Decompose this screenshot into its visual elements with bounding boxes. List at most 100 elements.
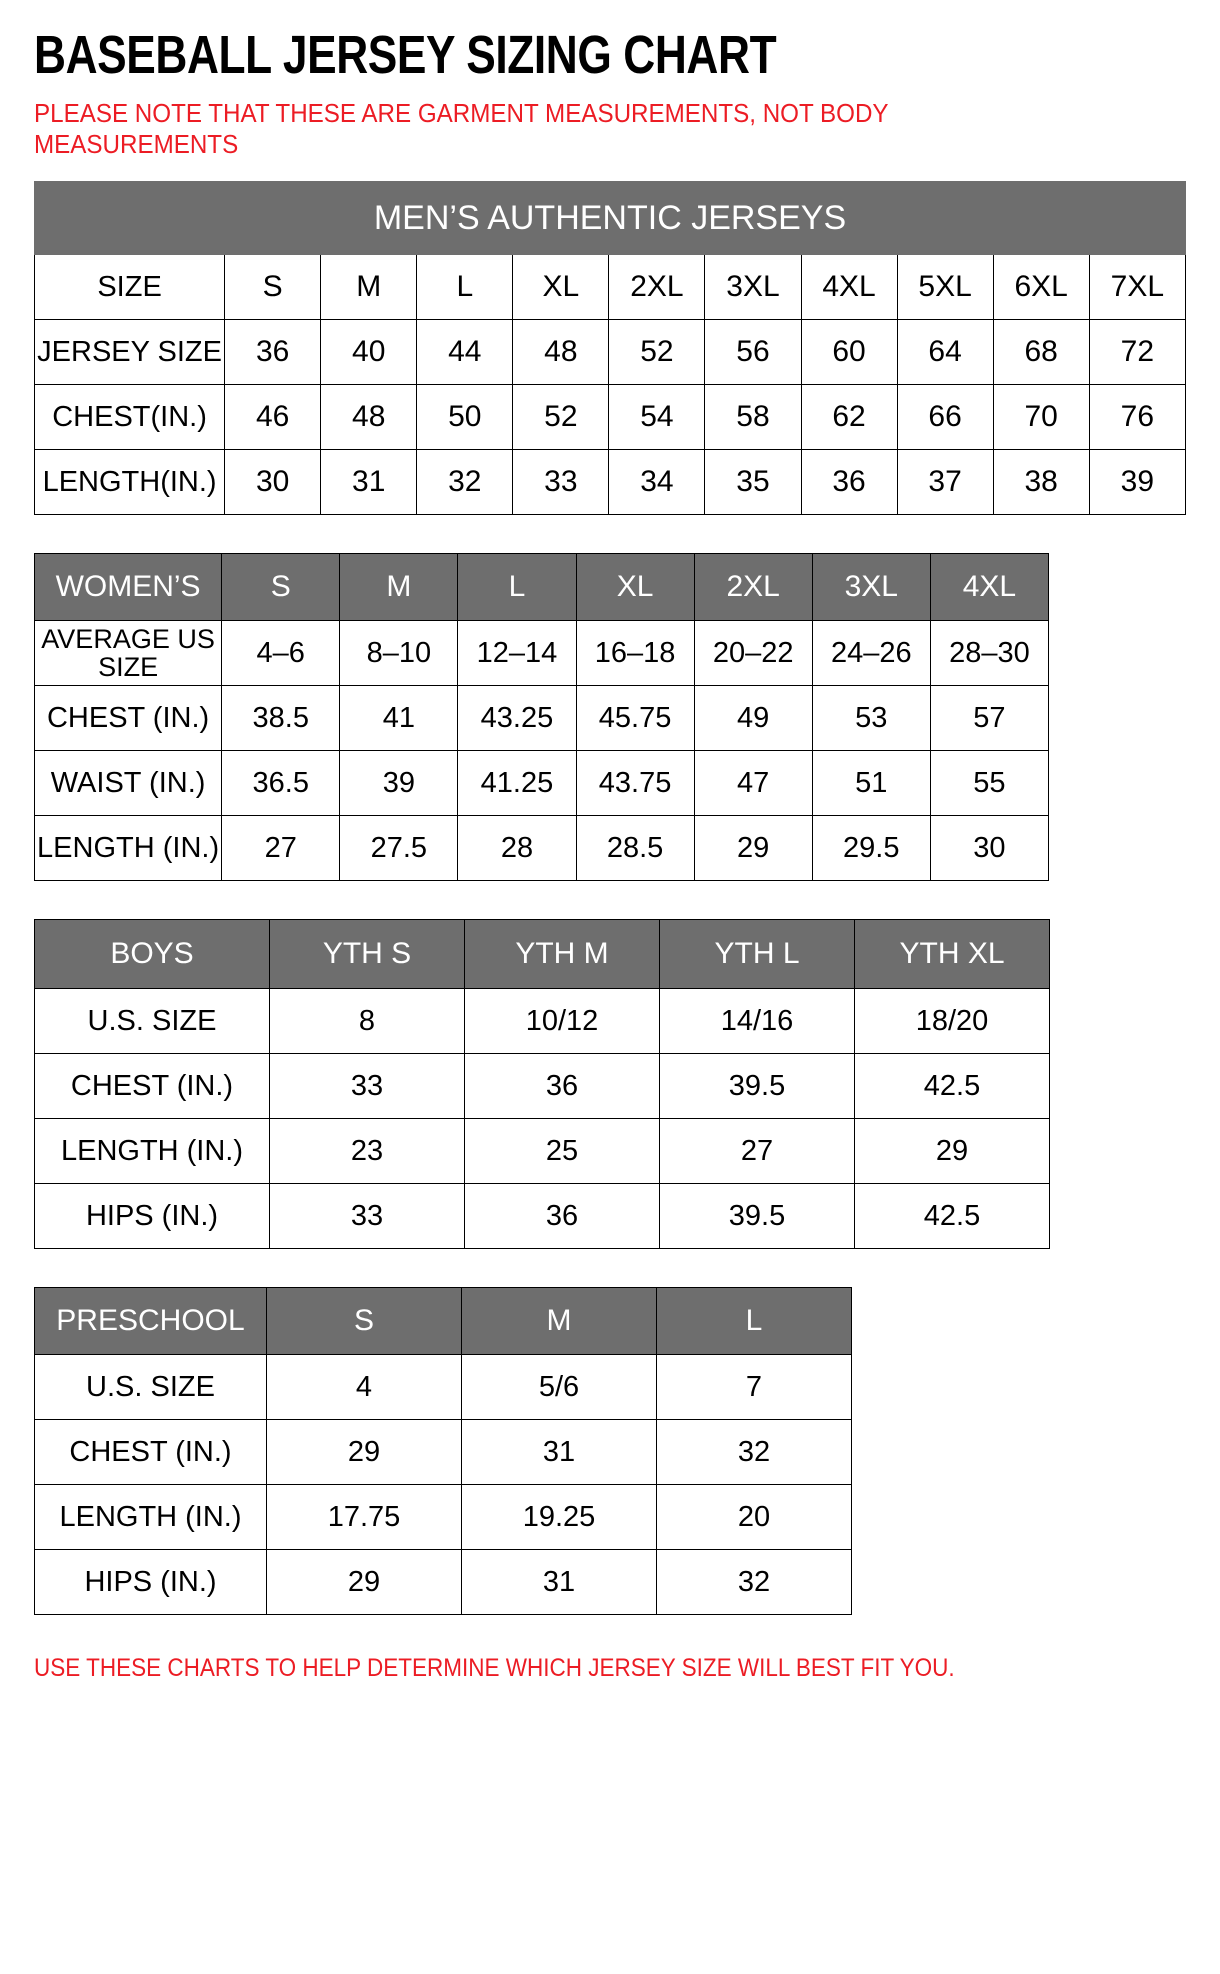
column-header: M — [461, 1287, 657, 1356]
table-cell: 48 — [320, 384, 418, 451]
row-label: CHEST (IN.) — [33, 685, 223, 752]
table-row: WAIST (IN.) 36.5 39 41.25 43.75 47 51 55 — [33, 750, 1050, 817]
row-label: CHEST (IN.) — [34, 1053, 270, 1120]
table-cell: 37 — [896, 449, 994, 516]
table-cell: 19.25 — [461, 1484, 657, 1551]
table-row: AVERAGE US SIZE 4–6 8–10 12–14 16–18 20–… — [33, 620, 1050, 687]
column-header: YTH XL — [854, 919, 1050, 990]
table-cell: 34 — [608, 449, 706, 516]
table-cell: 36 — [800, 449, 898, 516]
mens-banner-label: MEN’S AUTHENTIC JERSEYS — [34, 181, 1186, 256]
table-cell: 46 — [224, 384, 322, 451]
table-cell: 30 — [224, 449, 322, 516]
table-cell: 38.5 — [221, 685, 341, 752]
table-cell: 55 — [929, 750, 1050, 817]
table-cell: 32 — [656, 1419, 852, 1486]
table-cell: 20–22 — [693, 620, 813, 687]
table-row: HIPS (IN.) 29 31 32 — [34, 1549, 852, 1616]
table-cell: 44 — [416, 319, 514, 386]
table-cell: 33 — [269, 1053, 465, 1120]
table-cell: 8–10 — [339, 620, 459, 687]
table-cell: 27.5 — [339, 815, 459, 882]
row-label: LENGTH (IN.) — [34, 1118, 270, 1185]
table-cell: 64 — [896, 319, 994, 386]
table-cell: 68 — [992, 319, 1090, 386]
table-cell: 60 — [800, 319, 898, 386]
table-cell: 35 — [704, 449, 802, 516]
preschool-sizing-table: PRESCHOOL S M L U.S. SIZE 4 5/6 7 CHEST … — [34, 1287, 852, 1616]
table-cell: 31 — [320, 449, 418, 516]
table-cell: 28 — [457, 815, 577, 882]
row-label: AVERAGE US SIZE — [33, 620, 223, 687]
table-cell: 39 — [1088, 449, 1187, 516]
table-header-row: WOMEN’S S M L XL 2XL 3XL 4XL — [33, 553, 1050, 622]
column-header: 3XL — [811, 553, 931, 622]
page-title: BASEBALL JERSEY SIZING CHART — [34, 25, 777, 85]
table-row: CHEST (IN.) 33 36 39.5 42.5 — [34, 1053, 1050, 1120]
column-header: 7XL — [1088, 254, 1187, 321]
table-cell: 41.25 — [457, 750, 577, 817]
table-cell: 7 — [656, 1354, 852, 1421]
row-label: U.S. SIZE — [34, 1354, 267, 1421]
table-cell: 41 — [339, 685, 459, 752]
column-header: M — [339, 553, 459, 622]
table-cell: 51 — [811, 750, 931, 817]
table-cell: 23 — [269, 1118, 465, 1185]
table-cell: 4 — [266, 1354, 462, 1421]
garment-measurement-note: PLEASE NOTE THAT THESE ARE GARMENT MEASU… — [34, 98, 889, 159]
table-row: CHEST(IN.) 46 48 50 52 54 58 62 66 70 76 — [33, 384, 1187, 451]
table-cell: 31 — [461, 1549, 657, 1616]
table-cell: 42.5 — [854, 1183, 1050, 1250]
table-cell: 48 — [512, 319, 610, 386]
table-cell: 50 — [416, 384, 514, 451]
table-cell: 58 — [704, 384, 802, 451]
table-header-row: PRESCHOOL S M L — [34, 1287, 852, 1356]
table-cell: 20 — [656, 1484, 852, 1551]
fit-guidance-note: USE THESE CHARTS TO HELP DETERMINE WHICH… — [34, 1654, 955, 1683]
row-label: WAIST (IN.) — [33, 750, 223, 817]
column-header: XL — [575, 553, 695, 622]
column-header-preschool: PRESCHOOL — [34, 1287, 267, 1356]
table-banner-row: MEN’S AUTHENTIC JERSEYS — [34, 181, 1186, 256]
column-header: 4XL — [800, 254, 898, 321]
mens-sizing-table: MEN’S AUTHENTIC JERSEYS SIZE S M L XL 2X… — [33, 181, 1187, 516]
column-header: S — [266, 1287, 462, 1356]
table-cell: 36 — [464, 1053, 660, 1120]
table-cell: 39.5 — [659, 1183, 855, 1250]
row-label: LENGTH (IN.) — [34, 1484, 267, 1551]
table-row: LENGTH (IN.) 17.75 19.25 20 — [34, 1484, 852, 1551]
column-header-womens: WOMEN’S — [33, 553, 223, 622]
table-cell: 36.5 — [221, 750, 341, 817]
table-cell: 33 — [512, 449, 610, 516]
column-header-boys: BOYS — [34, 919, 270, 990]
table-cell: 10/12 — [464, 988, 660, 1055]
table-cell: 25 — [464, 1118, 660, 1185]
table-cell: 76 — [1088, 384, 1187, 451]
column-header: S — [221, 553, 341, 622]
table-cell: 17.75 — [266, 1484, 462, 1551]
column-header: 6XL — [992, 254, 1090, 321]
table-cell: 32 — [416, 449, 514, 516]
row-label: U.S. SIZE — [34, 988, 270, 1055]
table-cell: 43.75 — [575, 750, 695, 817]
table-cell: 12–14 — [457, 620, 577, 687]
table-row: U.S. SIZE 8 10/12 14/16 18/20 — [34, 988, 1050, 1055]
table-cell: 32 — [656, 1549, 852, 1616]
column-header: M — [320, 254, 418, 321]
column-header: 2XL — [693, 553, 813, 622]
column-header: 3XL — [704, 254, 802, 321]
column-header-size: SIZE — [33, 254, 226, 321]
table-cell: 8 — [269, 988, 465, 1055]
table-cell: 52 — [512, 384, 610, 451]
column-header: 2XL — [608, 254, 706, 321]
row-label: LENGTH(IN.) — [33, 449, 226, 516]
table-cell: 66 — [896, 384, 994, 451]
table-row: JERSEY SIZE 36 40 44 48 52 56 60 64 68 7… — [33, 319, 1187, 386]
table-cell: 42.5 — [854, 1053, 1050, 1120]
table-cell: 40 — [320, 319, 418, 386]
table-cell: 5/6 — [461, 1354, 657, 1421]
table-cell: 28.5 — [575, 815, 695, 882]
table-row: LENGTH (IN.) 27 27.5 28 28.5 29 29.5 30 — [33, 815, 1050, 882]
table-row: CHEST (IN.) 38.5 41 43.25 45.75 49 53 57 — [33, 685, 1050, 752]
